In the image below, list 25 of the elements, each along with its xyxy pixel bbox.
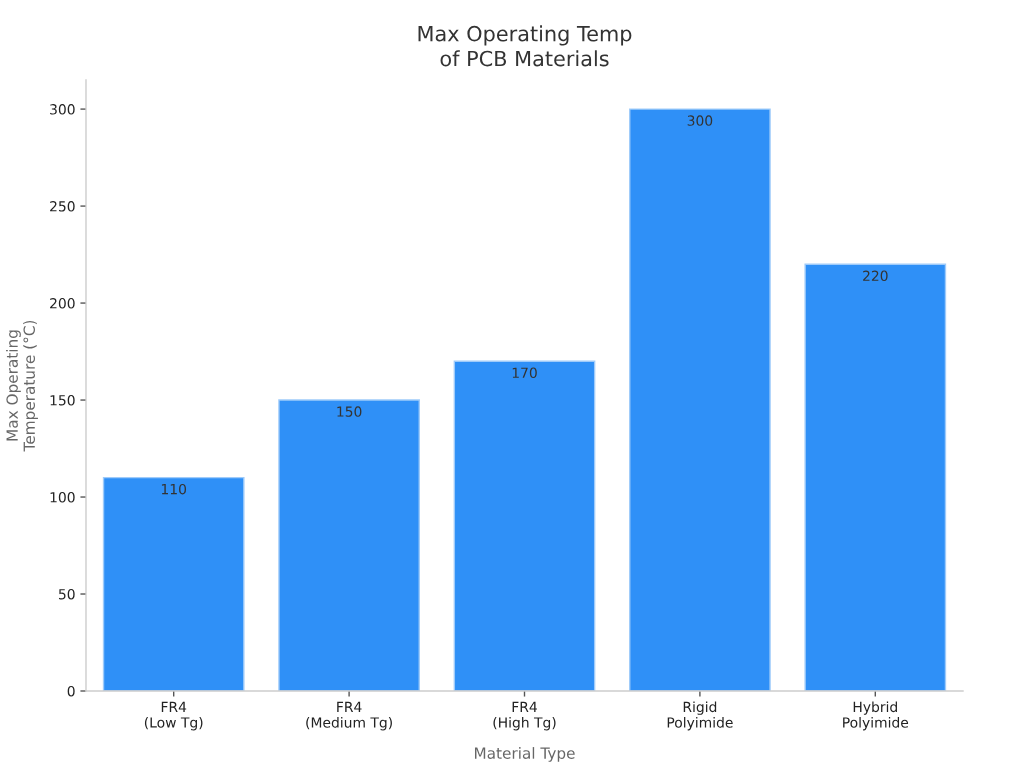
data-label: 110 (161, 483, 187, 495)
y-tick-label: 100 (50, 492, 75, 503)
data-label: 170 (512, 367, 537, 379)
y-tick-label: 0 (67, 685, 75, 697)
data-label: 220 (863, 270, 888, 282)
x-tick-label: FR4 (High Tg) (493, 701, 556, 731)
y-tick-label: 150 (50, 395, 75, 406)
y-tick-label: 300 (50, 104, 75, 115)
bar (629, 108, 771, 691)
bar (278, 399, 420, 691)
y-tick-label: 250 (50, 201, 75, 212)
y-tick-label: 50 (58, 588, 75, 600)
chart-title: Max Operating Temp of PCB Materials (418, 25, 632, 67)
x-axis-title: Material Type (475, 747, 575, 762)
data-label: 150 (337, 406, 362, 417)
bar (804, 263, 947, 691)
bar (102, 476, 245, 691)
data-label: 300 (687, 115, 713, 126)
x-tick-label: FR4 (Low Tg) (144, 701, 203, 731)
bar (453, 360, 596, 691)
x-tick-label: Rigid Polyimide (667, 701, 733, 731)
x-tick-label: FR4 (Medium Tg) (306, 701, 392, 731)
y-axis-title: Max Operating Temperature (°C) (6, 320, 38, 452)
y-tick-label: 200 (50, 298, 75, 309)
x-tick-label: Hybrid Polyimide (843, 701, 909, 731)
